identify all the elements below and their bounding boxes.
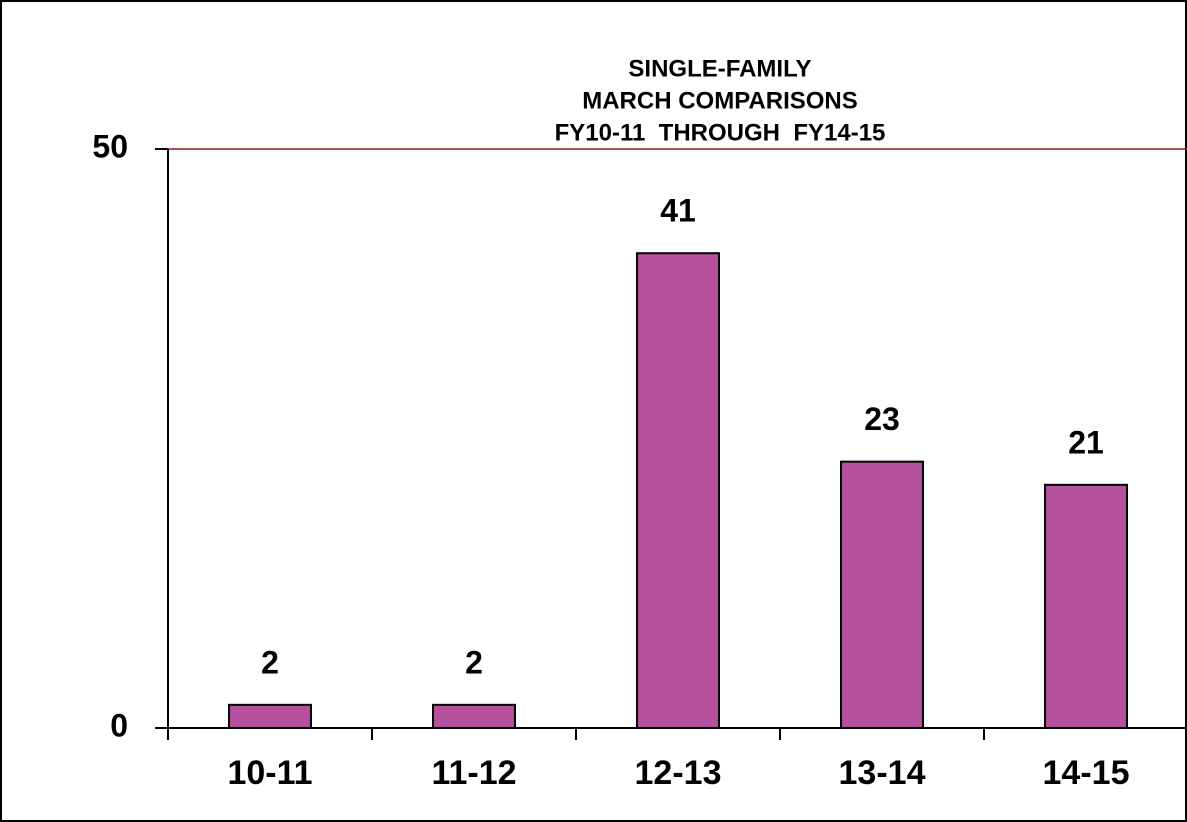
bar xyxy=(228,703,312,730)
bar xyxy=(1044,483,1128,729)
x-tick-label: 12-13 xyxy=(635,754,722,792)
x-tick-label: 14-15 xyxy=(1043,754,1130,792)
chart-title: MARCH COMPARISONS xyxy=(582,87,858,114)
value-label: 41 xyxy=(660,193,696,229)
bar xyxy=(636,252,720,729)
y-tick-label: 50 xyxy=(92,128,128,164)
value-label: 2 xyxy=(261,644,279,680)
value-label: 23 xyxy=(864,401,900,437)
x-tick-label: 10-11 xyxy=(227,754,312,792)
value-label: 21 xyxy=(1068,424,1104,460)
chart-title: SINGLE-FAMILY xyxy=(628,55,811,82)
chart-title: FY10-11 THROUGH FY14-15 xyxy=(555,119,886,146)
y-tick-label: 0 xyxy=(110,707,128,743)
x-tick-label: 13-14 xyxy=(839,754,926,792)
bar xyxy=(840,460,924,729)
value-label: 2 xyxy=(465,644,483,680)
bar xyxy=(432,703,516,730)
x-tick-label: 11-12 xyxy=(431,754,516,792)
